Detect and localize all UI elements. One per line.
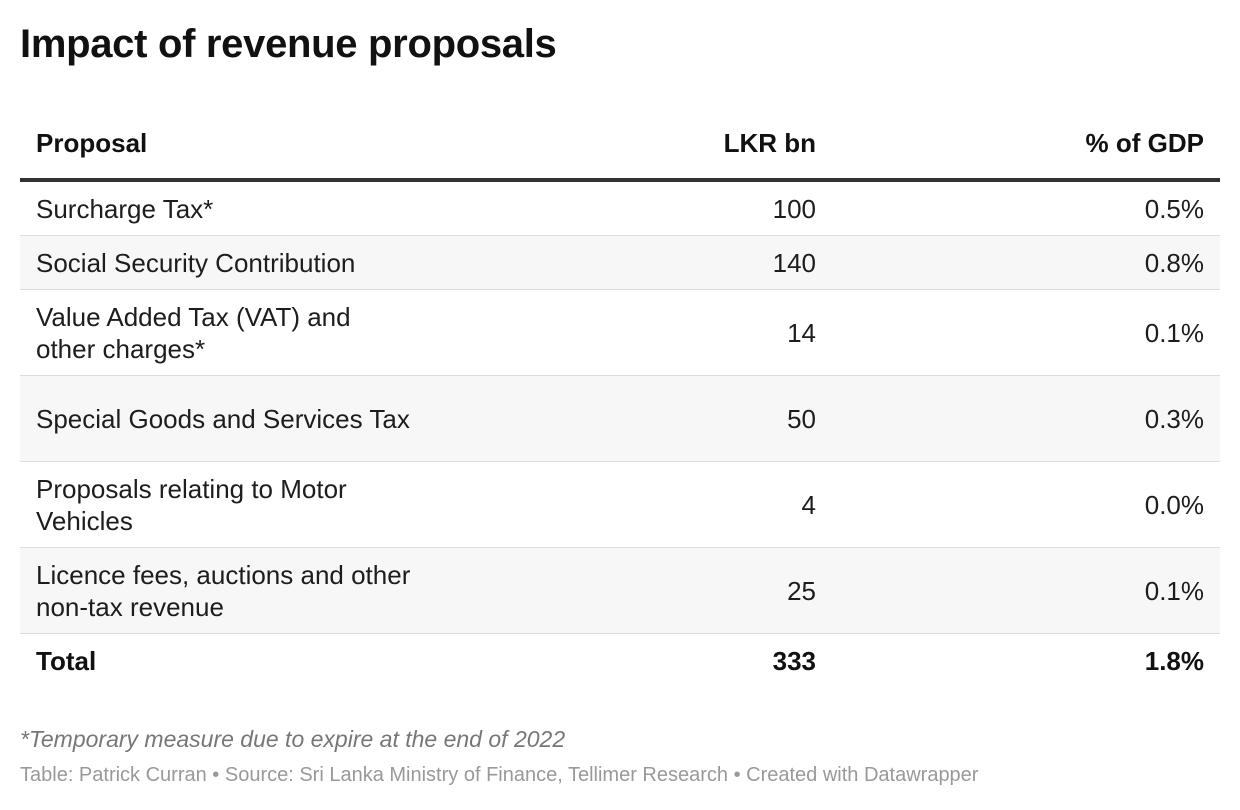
cell-proposal: Proposals relating to Motor Vehicles <box>20 461 432 548</box>
total-pct-gdp: 1.8% <box>832 633 1220 688</box>
total-row: Total 333 1.8% <box>20 633 1220 688</box>
cell-pct-gdp: 0.0% <box>832 461 1220 548</box>
cell-proposal: Licence fees, auctions and other non-tax… <box>20 547 432 634</box>
chart-title: Impact of revenue proposals <box>20 22 557 66</box>
cell-pct-gdp: 0.1% <box>832 547 1220 634</box>
table-row: Proposals relating to Motor Vehicles 4 0… <box>20 461 1220 548</box>
table-row: Social Security Contribution 140 0.8% <box>20 235 1220 290</box>
cell-proposal: Surcharge Tax* <box>20 180 432 236</box>
data-table: Proposal LKR bn % of GDP Surcharge Tax* … <box>20 108 1220 688</box>
column-header-proposal[interactable]: Proposal <box>20 108 432 182</box>
footnote: *Temporary measure due to expire at the … <box>20 726 566 752</box>
total-lkr-bn: 333 <box>432 633 832 688</box>
cell-pct-gdp: 0.5% <box>832 180 1220 236</box>
cell-proposal: Social Security Contribution <box>20 235 432 290</box>
table-row: Surcharge Tax* 100 0.5% <box>20 180 1220 236</box>
table-row: Value Added Tax (VAT) and other charges*… <box>20 289 1220 376</box>
column-header-lkr-bn[interactable]: LKR bn <box>432 108 832 182</box>
table-row: Licence fees, auctions and other non-tax… <box>20 547 1220 634</box>
cell-lkr-bn: 50 <box>432 375 832 462</box>
total-label: Total <box>20 633 432 688</box>
cell-lkr-bn: 25 <box>432 547 832 634</box>
table-header-row: Proposal LKR bn % of GDP <box>20 108 1220 182</box>
cell-pct-gdp: 0.1% <box>832 289 1220 376</box>
cell-pct-gdp: 0.3% <box>832 375 1220 462</box>
source-credits: Table: Patrick Curran • Source: Sri Lank… <box>20 764 979 786</box>
cell-proposal: Value Added Tax (VAT) and other charges* <box>20 289 432 376</box>
cell-lkr-bn: 140 <box>432 235 832 290</box>
cell-lkr-bn: 100 <box>432 180 832 236</box>
column-header-pct-gdp[interactable]: % of GDP <box>832 108 1220 182</box>
cell-lkr-bn: 4 <box>432 461 832 548</box>
cell-pct-gdp: 0.8% <box>832 235 1220 290</box>
cell-proposal: Special Goods and Services Tax <box>20 375 432 462</box>
cell-lkr-bn: 14 <box>432 289 832 376</box>
table-row: Special Goods and Services Tax 50 0.3% <box>20 375 1220 462</box>
